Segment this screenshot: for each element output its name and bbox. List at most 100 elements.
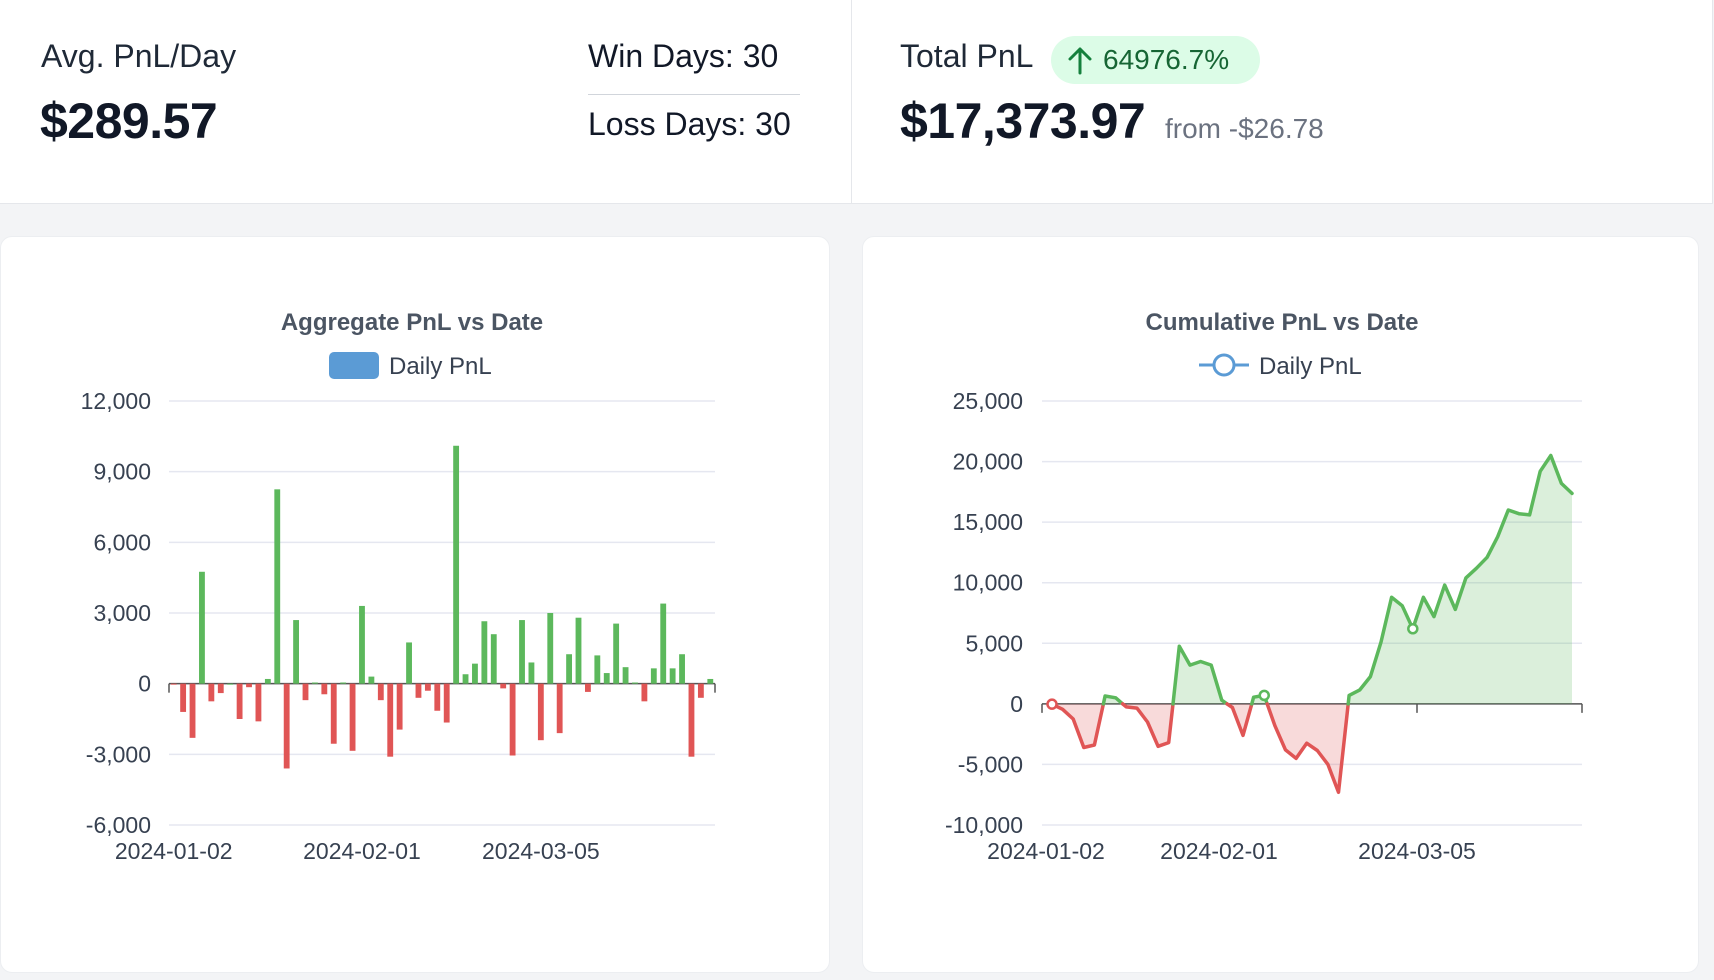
bar[interactable] [650,668,657,684]
bar[interactable] [321,683,328,695]
bar[interactable] [340,682,347,684]
bar[interactable] [697,683,704,698]
bar[interactable] [575,617,582,684]
bar[interactable] [443,683,450,723]
x-tick-label: 2024-01-02 [987,838,1105,864]
data-point[interactable] [1258,689,1270,702]
cumulative-line-segment[interactable] [1265,702,1350,795]
bar[interactable] [547,613,554,684]
bar[interactable] [264,678,271,684]
x-tick-label: 2024-02-01 [1160,838,1278,864]
bar[interactable] [688,683,695,757]
y-tick-label: 10,000 [953,570,1023,596]
bar[interactable] [246,683,252,688]
bar[interactable] [660,603,667,684]
bar[interactable] [556,683,563,734]
bar[interactable] [472,663,478,684]
legend-marker[interactable] [1212,353,1236,377]
bar[interactable] [622,667,629,684]
y-tick-label: 6,000 [93,529,151,555]
bar[interactable] [613,623,620,684]
legend-swatch[interactable] [329,352,379,379]
bar[interactable] [490,634,497,684]
x-tick-label: 2024-01-02 [115,838,233,864]
total-pnl-label: Total PnL [900,38,1034,74]
bar[interactable] [509,683,516,756]
bar[interactable] [415,683,422,698]
chart-title: Aggregate PnL vs Date [281,309,543,336]
bar[interactable] [330,683,337,744]
loss-days: Loss Days: 30 [588,106,791,142]
bar[interactable] [519,620,525,684]
bar[interactable] [424,683,431,691]
bar[interactable] [368,676,375,684]
y-tick-label: -3,000 [86,741,151,767]
bar[interactable] [236,683,243,719]
bar[interactable] [170,683,177,685]
data-point[interactable] [1046,698,1058,710]
bar[interactable] [566,654,573,684]
cumulative-line-segment[interactable] [1120,702,1175,749]
bar[interactable] [481,621,488,684]
legend-label[interactable]: Daily PnL [1259,353,1362,380]
bar[interactable] [255,683,262,722]
bar[interactable] [669,668,676,684]
bar[interactable] [632,682,638,684]
bar[interactable] [227,683,234,685]
bar[interactable] [283,683,290,769]
total-pnl-value: $17,373.97 [900,93,1146,149]
win-loss-divider [588,94,800,95]
bar[interactable] [537,683,544,741]
bar[interactable] [594,655,601,684]
y-tick-label: 15,000 [953,509,1023,535]
bar[interactable] [349,683,356,751]
cumulative-pnl-chart-card: Cumulative PnL vs Date Daily PnL 25,000 2… [862,236,1699,973]
y-tick-label: 25,000 [953,388,1023,414]
y-tick-label: 0 [1010,691,1023,717]
arrow-up-icon [1067,45,1093,75]
total-pnl-percent: 64976.7% [1103,44,1230,75]
y-tick-label: 3,000 [93,600,151,626]
cumulative-line-segment[interactable] [1225,702,1254,738]
bar[interactable] [293,620,300,684]
bar[interactable] [679,654,685,684]
bar[interactable] [528,662,535,684]
cumulative-line-segment[interactable] [1171,644,1229,706]
bar[interactable] [311,682,318,684]
legend-label[interactable]: Daily PnL [389,353,492,380]
bar[interactable] [453,445,460,684]
bar[interactable] [274,489,281,684]
bar[interactable] [434,683,441,711]
aggregate-pnl-chart-card: Aggregate PnL vs Date Daily PnL 12,000 9,… [0,236,830,973]
cumulative-line-segment[interactable] [1050,702,1106,750]
bar[interactable] [500,683,507,689]
bar[interactable] [199,571,205,684]
bar[interactable] [359,605,365,684]
bar[interactable] [707,678,714,684]
bar[interactable] [208,683,215,702]
cumulative-line-segment[interactable] [1346,453,1574,706]
bar[interactable] [302,683,309,701]
bar[interactable] [603,673,610,684]
total-pnl-badge: 64976.7% [1051,36,1260,84]
bar[interactable] [189,683,196,738]
data-point[interactable] [1407,622,1419,635]
y-tick-label: 5,000 [965,630,1023,656]
win-days: Win Days: 30 [588,38,779,74]
total-pnl-card [852,0,1713,204]
bar[interactable] [387,683,394,757]
positive-area [1348,455,1572,704]
x-tick-label: 2024-03-05 [482,838,600,864]
bar[interactable] [377,683,384,701]
bar[interactable] [217,683,224,694]
bar[interactable] [396,683,403,730]
bar[interactable] [180,683,187,712]
cumulative-line-segment[interactable] [1101,694,1125,706]
bar[interactable] [584,683,591,692]
bar[interactable] [406,642,412,684]
bar[interactable] [641,683,648,702]
bar[interactable] [462,674,469,684]
negative-area [1227,703,1252,736]
y-tick-label: -5,000 [958,751,1023,777]
cumulative-pnl-chart: Cumulative PnL vs Date Daily PnL 25,000 2… [945,309,1583,864]
